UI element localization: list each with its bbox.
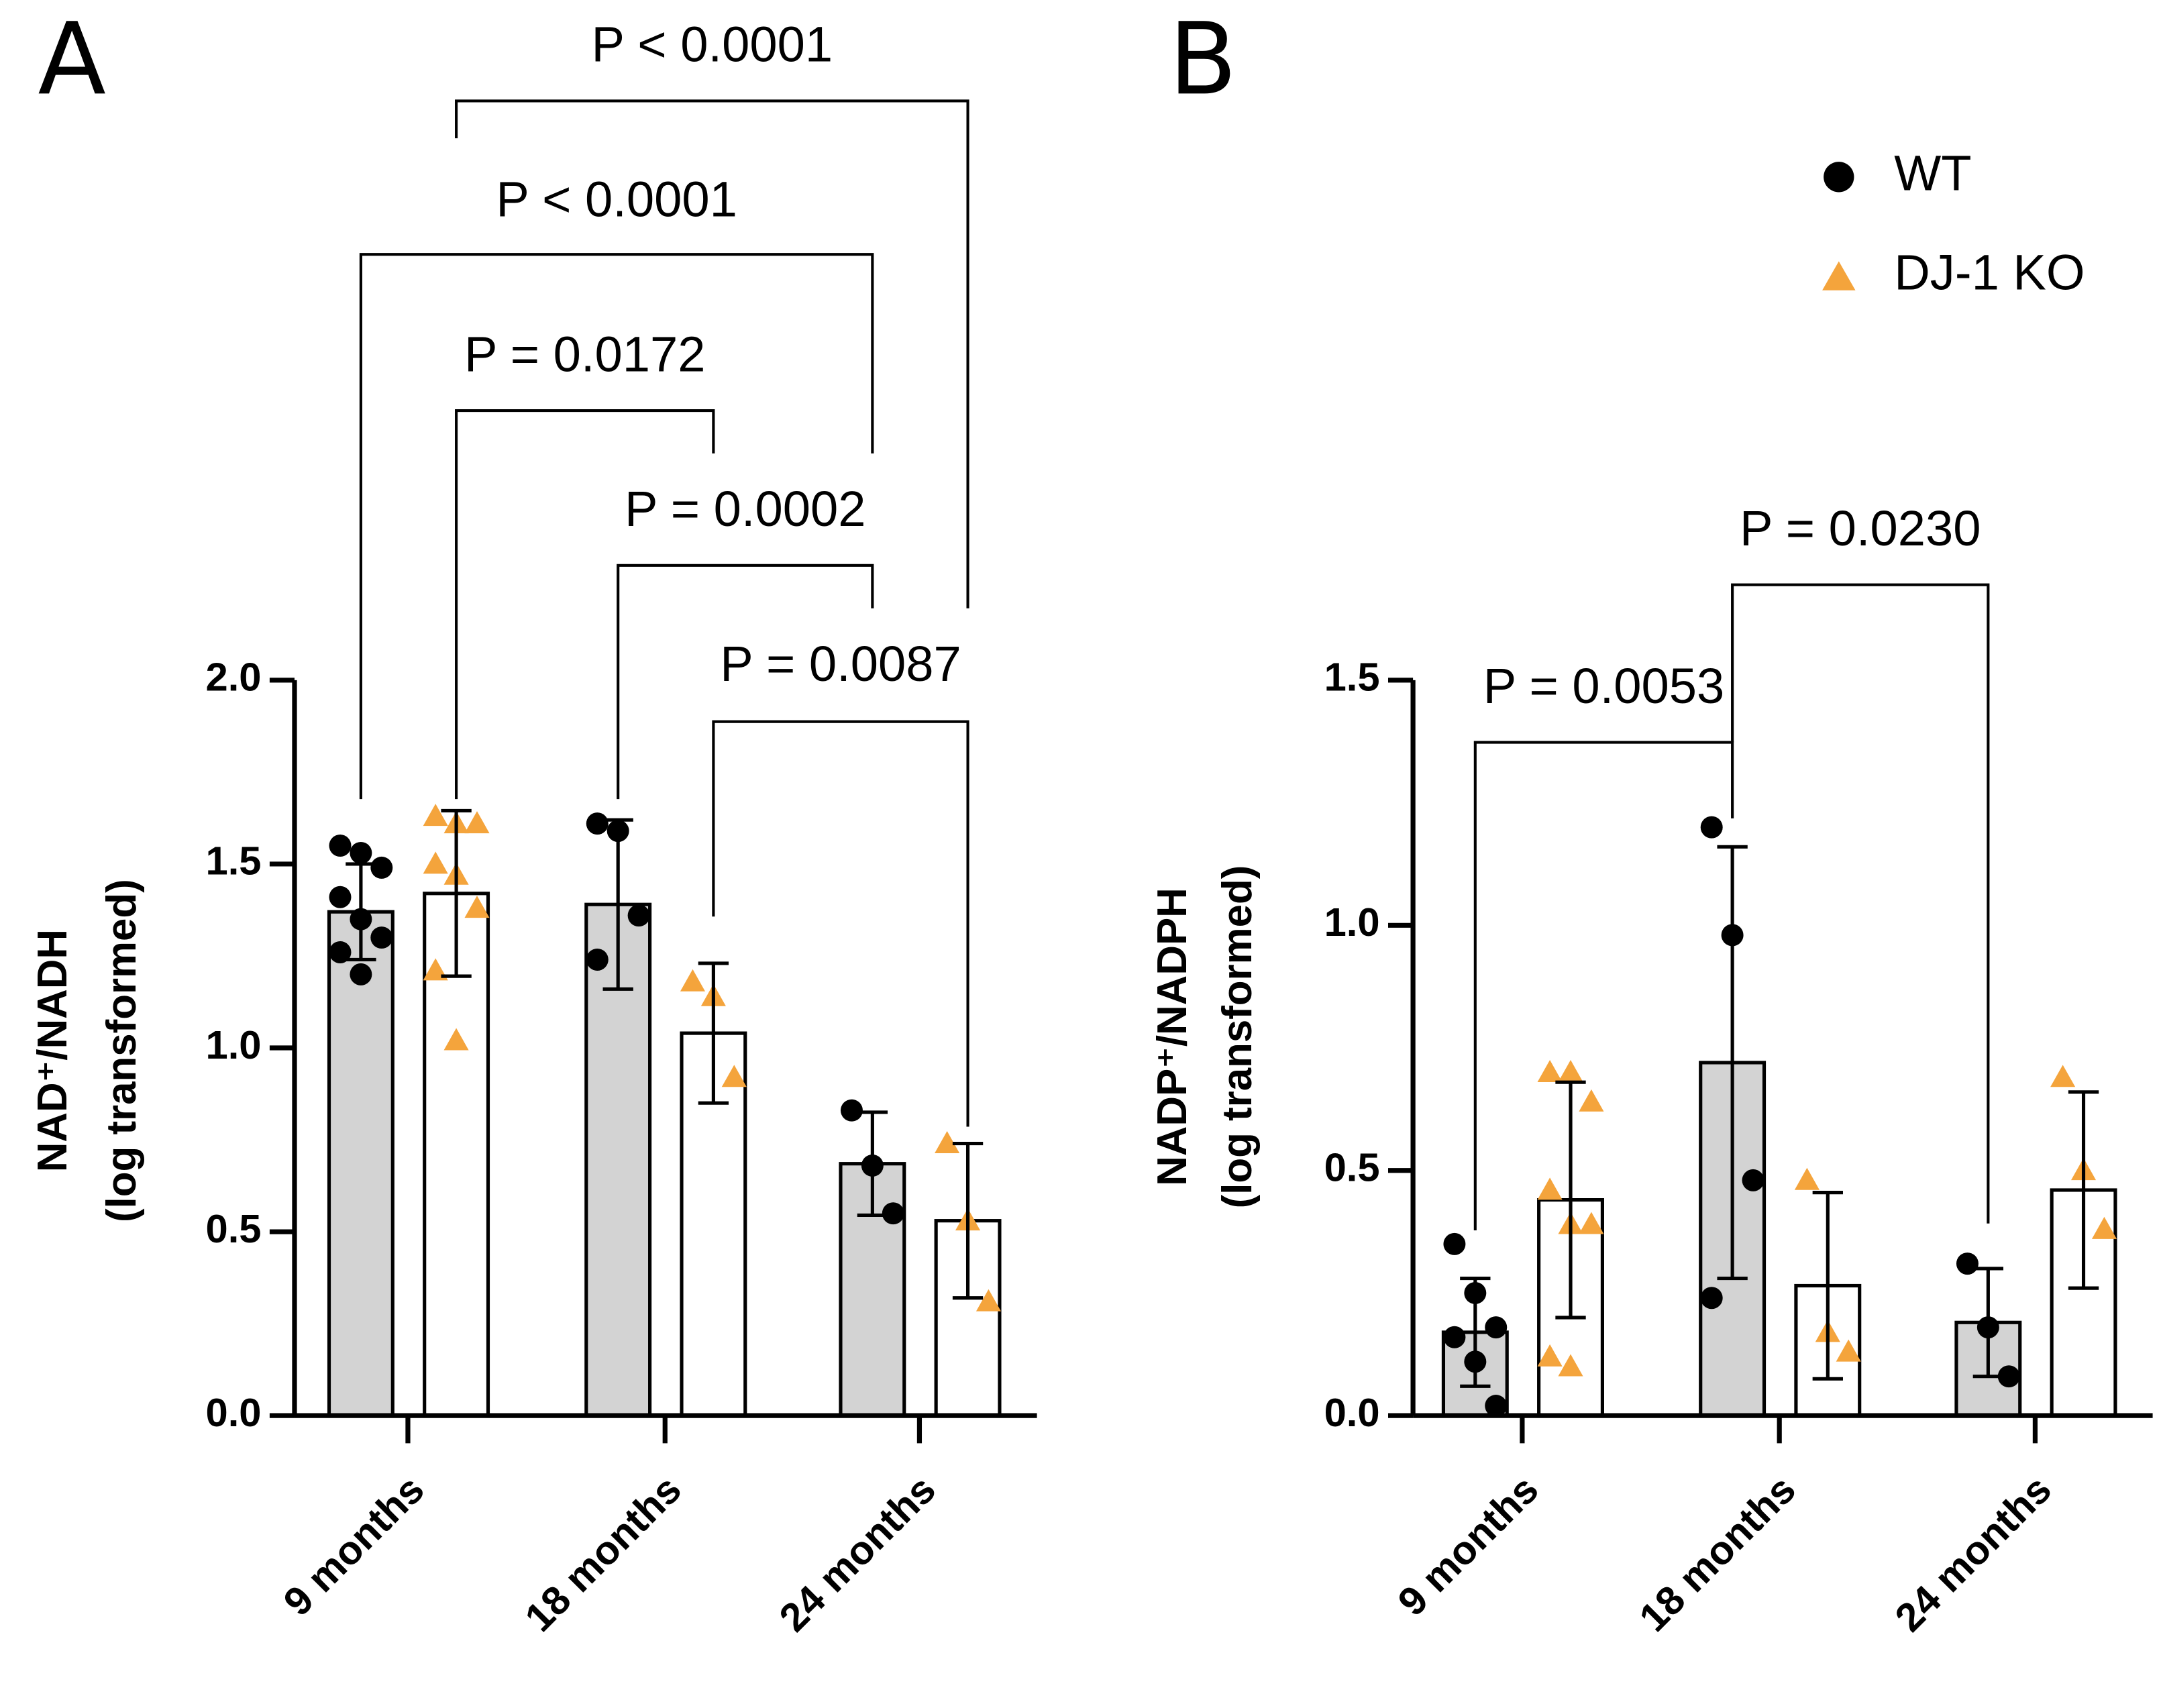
data-point: [1485, 1316, 1508, 1339]
legend-marker: [1824, 162, 1854, 193]
bar: [680, 1031, 747, 1418]
error-bar: [698, 961, 729, 1105]
panel-label: A: [38, 1, 106, 117]
error-bar: [857, 1110, 888, 1217]
data-point: [2091, 1216, 2117, 1239]
error-bar: [952, 1141, 984, 1300]
significance-bracket: [712, 720, 969, 1127]
data-point: [1443, 1232, 1466, 1255]
x-tick-label: 24 months: [1887, 1466, 2060, 1640]
data-point: [1537, 1177, 1563, 1200]
y-axis-label: (log transformed): [99, 879, 145, 1222]
error-bar: [1812, 1191, 1843, 1381]
error-bar: [1460, 1276, 1491, 1388]
data-point: [329, 941, 352, 963]
y-tick-label: 0.0: [205, 1390, 261, 1435]
error-bar: [1717, 845, 1748, 1281]
data-point: [1794, 1167, 1820, 1190]
data-point: [350, 842, 372, 864]
error-bar: [1555, 1080, 1586, 1320]
y-axis-label: NADP⁺/NADPH: [1149, 888, 1196, 1186]
y-axis-label: NAD⁺/NADH: [30, 929, 76, 1172]
p-value: P = 0.0053: [1483, 658, 1725, 714]
significance-bracket: [359, 253, 874, 800]
data-point: [1997, 1365, 2020, 1388]
significance-bracket: [617, 564, 874, 800]
p-value: P = 0.0002: [625, 481, 866, 537]
data-point: [370, 926, 393, 949]
y-tick-label: 1.5: [205, 839, 261, 884]
p-value: P < 0.0001: [592, 17, 833, 72]
data-point: [1579, 1089, 1604, 1112]
data-point: [1537, 1060, 1563, 1082]
data-point: [1700, 816, 1723, 839]
data-point: [586, 812, 609, 835]
data-point: [464, 896, 490, 918]
data-point: [1537, 1344, 1563, 1367]
data-point: [423, 851, 448, 874]
legend-marker: [1822, 261, 1856, 290]
y-tick-label: 0.0: [1324, 1390, 1380, 1435]
error-bar: [602, 818, 633, 991]
x-tick-label: 24 months: [771, 1466, 945, 1640]
data-point: [1700, 1287, 1723, 1310]
data-point: [721, 1065, 747, 1087]
significance-bracket: [1473, 741, 1734, 1231]
significance-bracket: [455, 409, 715, 800]
data-point: [329, 835, 352, 857]
data-point: [464, 811, 490, 834]
y-tick-label: 1.0: [205, 1022, 261, 1067]
panel-label: B: [1169, 1, 1237, 117]
error-bar: [1972, 1267, 2004, 1379]
data-point: [423, 804, 448, 826]
y-tick-label: 0.5: [1324, 1145, 1380, 1190]
error-bar: [2068, 1090, 2099, 1290]
y-tick-label: 2.0: [205, 655, 261, 700]
y-tick-label: 1.0: [1324, 900, 1380, 945]
p-value: P = 0.0230: [1740, 500, 1981, 556]
x-tick-label: 18 months: [516, 1466, 690, 1640]
data-point: [586, 948, 609, 971]
data-point: [1742, 1169, 1764, 1191]
data-point: [1485, 1395, 1508, 1418]
data-point: [680, 969, 706, 992]
legend-label: WT: [1894, 145, 1971, 201]
x-tick-label: 9 months: [275, 1466, 433, 1624]
error-bar: [441, 808, 472, 978]
error-bar: [346, 862, 376, 962]
y-tick-label: 0.5: [205, 1206, 261, 1251]
data-point: [840, 1099, 863, 1122]
data-point: [1579, 1212, 1604, 1234]
data-point: [1443, 1326, 1466, 1348]
significance-bracket: [455, 99, 969, 608]
data-point: [2050, 1065, 2076, 1087]
data-point: [627, 904, 650, 927]
data-point: [1836, 1339, 1861, 1362]
data-point: [882, 1202, 904, 1225]
y-axis-label: (log transformed): [1214, 865, 1261, 1209]
p-value: P = 0.0087: [720, 636, 961, 692]
p-value: P < 0.0001: [496, 172, 737, 227]
data-point: [935, 1130, 960, 1153]
data-point: [329, 886, 352, 908]
data-point: [1558, 1060, 1583, 1082]
y-tick-label: 1.5: [1324, 655, 1380, 700]
data-point: [350, 963, 372, 985]
bar: [327, 910, 394, 1418]
data-point: [1558, 1354, 1583, 1377]
data-point: [1956, 1252, 1979, 1275]
data-point: [370, 856, 393, 879]
legend-label: DJ-1 KO: [1894, 245, 2085, 301]
significance-bracket: [1731, 583, 1990, 1224]
p-value: P = 0.0172: [464, 326, 706, 382]
x-tick-label: 9 months: [1389, 1466, 1547, 1624]
data-point: [443, 1028, 469, 1051]
x-tick-label: 18 months: [1630, 1466, 1804, 1640]
data-point: [976, 1289, 1002, 1312]
